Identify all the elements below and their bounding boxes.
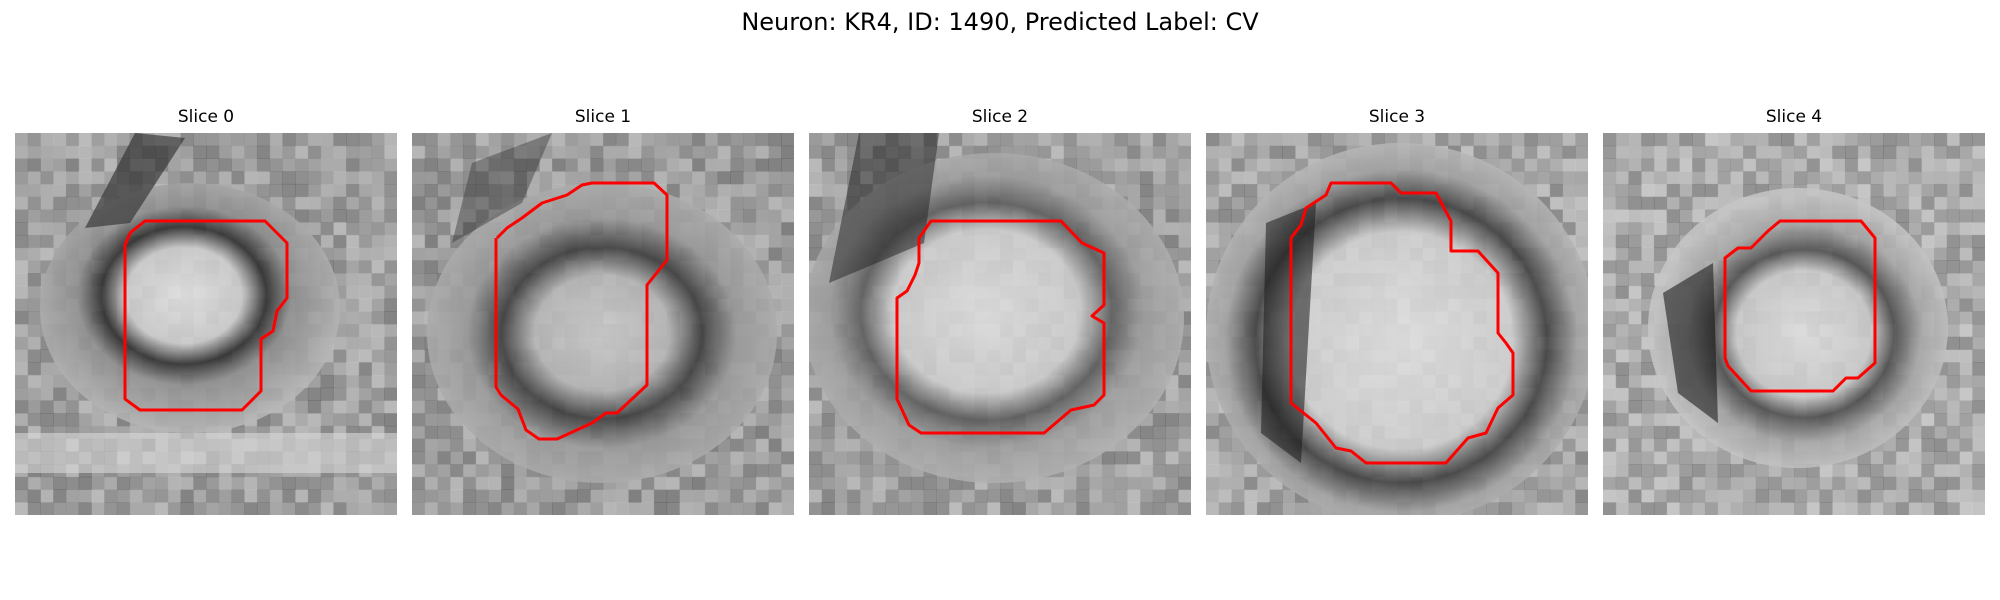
membrane-band-4 — [1663, 263, 1718, 423]
segmentation-contour-2 — [895, 219, 1106, 435]
membrane-band-1 — [452, 133, 552, 243]
cell-body-4 — [1648, 188, 1948, 468]
segmentation-contour-1 — [494, 181, 669, 441]
cell-body-0 — [40, 183, 340, 433]
slice-panel-4: Slice 4 — [1603, 105, 1985, 515]
figure-title: Neuron: KR4, ID: 1490, Predicted Label: … — [741, 8, 1259, 36]
slice-title-3: Slice 3 — [1368, 107, 1426, 127]
slice-title-2: Slice 2 — [971, 107, 1029, 127]
em-slice-image-2 — [809, 133, 1191, 515]
membrane-band-3 — [1261, 203, 1316, 463]
membrane-band-2 — [829, 133, 939, 283]
slice-panel-2: Slice 2 — [809, 105, 1191, 515]
segmentation-contour-3 — [1289, 181, 1515, 465]
cell-body-3 — [1206, 143, 1588, 515]
em-slice-image-4 — [1603, 133, 1985, 515]
em-slice-image-3 — [1206, 133, 1588, 515]
em-slice-image-1 — [412, 133, 794, 515]
slice-title-4: Slice 4 — [1765, 107, 1823, 127]
em-slice-image-0 — [15, 133, 397, 515]
slice-panel-0: Slice 0 — [15, 105, 397, 515]
cell-body-1 — [427, 183, 777, 483]
segmentation-contour-0 — [123, 219, 289, 412]
segmentation-contour-4 — [1723, 219, 1877, 393]
slice-title-1: Slice 1 — [574, 107, 632, 127]
slice-panel-3: Slice 3 — [1206, 105, 1588, 515]
membrane-band-0 — [85, 133, 185, 228]
slice-panel-1: Slice 1 — [412, 105, 794, 515]
slice-title-0: Slice 0 — [177, 107, 235, 127]
bright-band-0 — [15, 433, 397, 473]
